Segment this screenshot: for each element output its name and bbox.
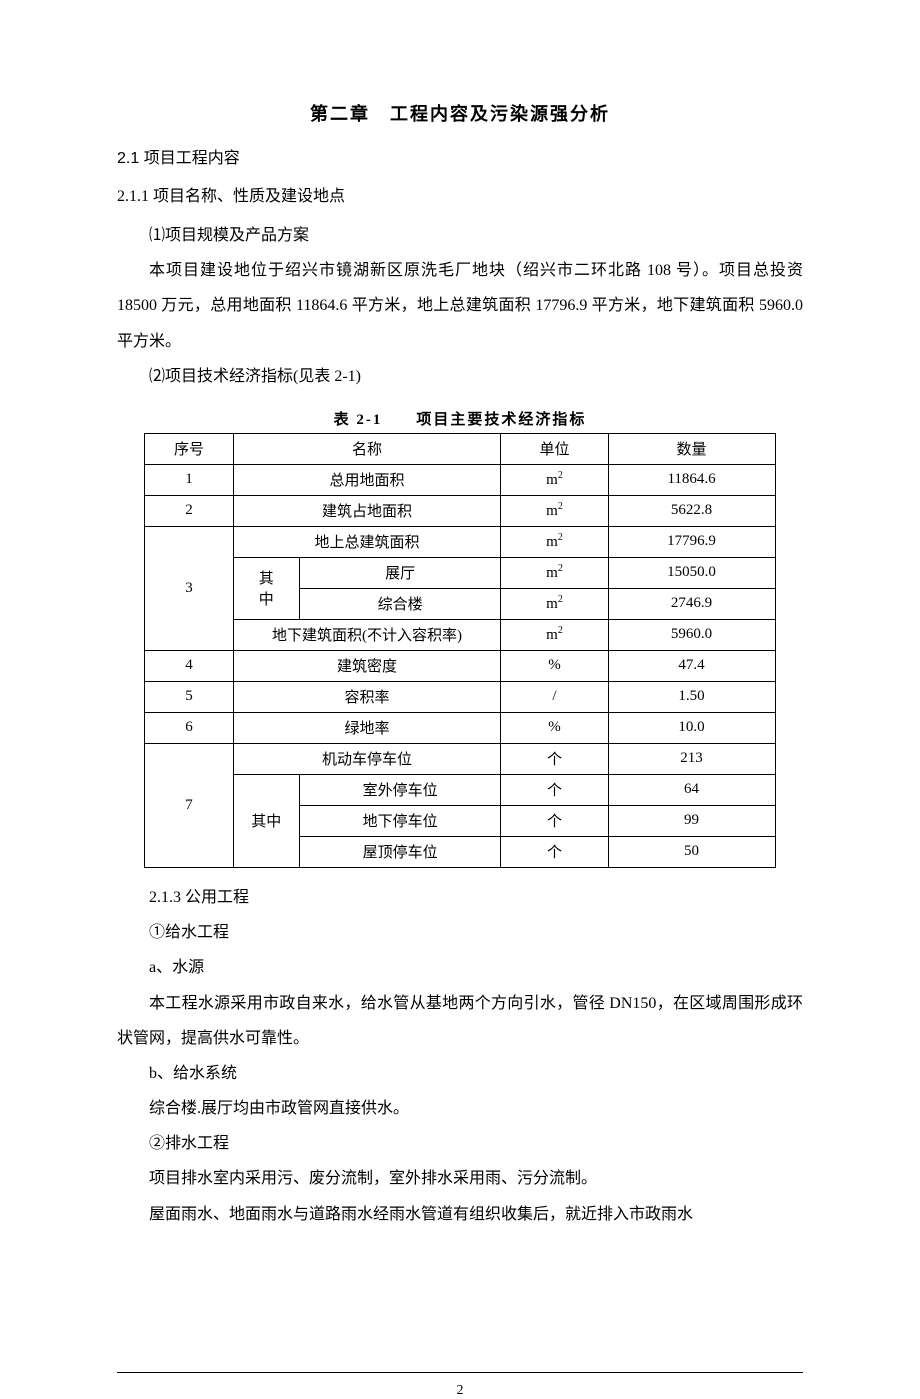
table-row: 其中 室外停车位 个 64	[145, 774, 775, 805]
cell-name: 容积率	[233, 681, 501, 712]
cell-seq: 1	[145, 464, 233, 495]
cell-name: 总用地面积	[233, 464, 501, 495]
cell-unit: %	[501, 712, 608, 743]
th-unit: 单位	[501, 433, 608, 464]
th-qty: 数量	[608, 433, 775, 464]
cell-name: 地下停车位	[299, 805, 501, 836]
utility-1b: b、给水系统	[117, 1056, 803, 1091]
cell-qty: 10.0	[608, 712, 775, 743]
table-row: 2 建筑占地面积 m2 5622.8	[145, 495, 775, 526]
cell-qty: 2746.9	[608, 588, 775, 619]
table-caption: 表 2-1 项目主要技术经济指标	[117, 408, 803, 429]
utility-2-para2: 屋面雨水、地面雨水与道路雨水经雨水管道有组织收集后，就近排入市政雨水	[117, 1197, 803, 1232]
page-number: 2	[0, 1383, 920, 1399]
table-row: 5 容积率 / 1.50	[145, 681, 775, 712]
utility-1a-para: 本工程水源采用市政自来水，给水管从基地两个方向引水，管径 DN150，在区域周围…	[117, 986, 803, 1056]
cell-qty: 47.4	[608, 650, 775, 681]
chapter-title: 第二章 工程内容及污染源强分析	[117, 100, 803, 126]
cell-name: 建筑密度	[233, 650, 501, 681]
footer-divider	[117, 1372, 803, 1373]
cell-qty: 5960.0	[608, 619, 775, 650]
cell-name: 绿地率	[233, 712, 501, 743]
cell-qty: 64	[608, 774, 775, 805]
table-row: 3 地上总建筑面积 m2 17796.9	[145, 526, 775, 557]
cell-qty: 11864.6	[608, 464, 775, 495]
cell-unit: 个	[501, 743, 608, 774]
cell-name: 综合楼	[299, 588, 501, 619]
cell-unit: 个	[501, 836, 608, 867]
cell-name: 展厅	[299, 557, 501, 588]
cell-seq: 4	[145, 650, 233, 681]
cell-unit: m2	[501, 464, 608, 495]
th-seq: 序号	[145, 433, 233, 464]
cell-name: 建筑占地面积	[233, 495, 501, 526]
table-row: 其中 展厅 m2 15050.0	[145, 557, 775, 588]
cell-unit: m2	[501, 619, 608, 650]
subsection-2-1-3: 2.1.3 公用工程	[117, 880, 803, 915]
cell-qty: 1.50	[608, 681, 775, 712]
cell-seq: 2	[145, 495, 233, 526]
utility-1a: a、水源	[117, 950, 803, 985]
cell-unit: 个	[501, 774, 608, 805]
cell-qty: 15050.0	[608, 557, 775, 588]
cell-seq: 3	[145, 526, 233, 650]
para-1: 本项目建设地位于绍兴市镜湖新区原洗毛厂地块（绍兴市二环北路 108 号）。项目总…	[117, 253, 803, 359]
item-1-label: ⑴项目规模及产品方案	[117, 218, 803, 253]
cell-name: 地下建筑面积(不计入容积率)	[233, 619, 501, 650]
cell-seq: 7	[145, 743, 233, 867]
cell-unit: m2	[501, 588, 608, 619]
cell-unit: m2	[501, 557, 608, 588]
cell-sub: 其中	[233, 774, 299, 867]
utility-2: ②排水工程	[117, 1126, 803, 1161]
table-row: 地下建筑面积(不计入容积率) m2 5960.0	[145, 619, 775, 650]
cell-seq: 6	[145, 712, 233, 743]
table-header-row: 序号 名称 单位 数量	[145, 433, 775, 464]
cell-unit: 个	[501, 805, 608, 836]
cell-qty: 213	[608, 743, 775, 774]
th-name: 名称	[233, 433, 501, 464]
cell-name: 机动车停车位	[233, 743, 501, 774]
section-2-1-heading: 2.1 项目工程内容	[117, 144, 803, 168]
cell-name: 室外停车位	[299, 774, 501, 805]
cell-name: 屋顶停车位	[299, 836, 501, 867]
utility-1: ①给水工程	[117, 915, 803, 950]
subsection-2-1-1: 2.1.1 项目名称、性质及建设地点	[117, 182, 803, 206]
cell-unit: m2	[501, 495, 608, 526]
table-row: 4 建筑密度 % 47.4	[145, 650, 775, 681]
cell-unit: %	[501, 650, 608, 681]
cell-seq: 5	[145, 681, 233, 712]
indicators-table: 序号 名称 单位 数量 1 总用地面积 m2 11864.6 2 建筑占地面积 …	[144, 433, 775, 868]
cell-qty: 99	[608, 805, 775, 836]
utility-2-para1: 项目排水室内采用污、废分流制，室外排水采用雨、污分流制。	[117, 1161, 803, 1196]
table-row: 1 总用地面积 m2 11864.6	[145, 464, 775, 495]
table-row: 7 机动车停车位 个 213	[145, 743, 775, 774]
cell-qty: 17796.9	[608, 526, 775, 557]
cell-name: 地上总建筑面积	[233, 526, 501, 557]
cell-unit: m2	[501, 526, 608, 557]
cell-sub: 其中	[233, 557, 299, 619]
utility-1b-para: 综合楼.展厅均由市政管网直接供水。	[117, 1091, 803, 1126]
cell-qty: 5622.8	[608, 495, 775, 526]
document-page: 第二章 工程内容及污染源强分析 2.1 项目工程内容 2.1.1 项目名称、性质…	[0, 0, 920, 1292]
cell-qty: 50	[608, 836, 775, 867]
cell-unit: /	[501, 681, 608, 712]
table-row: 6 绿地率 % 10.0	[145, 712, 775, 743]
item-2-label: ⑵项目技术经济指标(见表 2-1)	[117, 359, 803, 394]
